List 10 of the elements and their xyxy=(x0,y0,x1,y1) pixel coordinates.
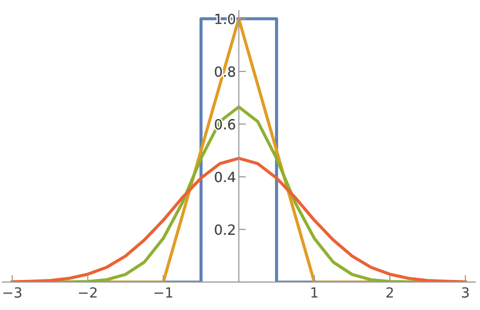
y-tick-label: 0.2 xyxy=(214,224,235,235)
x-tick-label: 1 xyxy=(311,287,318,298)
x-tick-label: −2 xyxy=(78,287,97,298)
x-tick-label: 2 xyxy=(386,287,393,298)
y-tick-label: 0.4 xyxy=(214,172,236,182)
line-series xyxy=(10,156,467,282)
y-tick-label: 1.0 xyxy=(215,14,236,24)
x-tick-label: 3 xyxy=(462,287,469,298)
x-tick-label: −1 xyxy=(154,287,172,298)
x-tick-label: −3 xyxy=(3,287,22,298)
